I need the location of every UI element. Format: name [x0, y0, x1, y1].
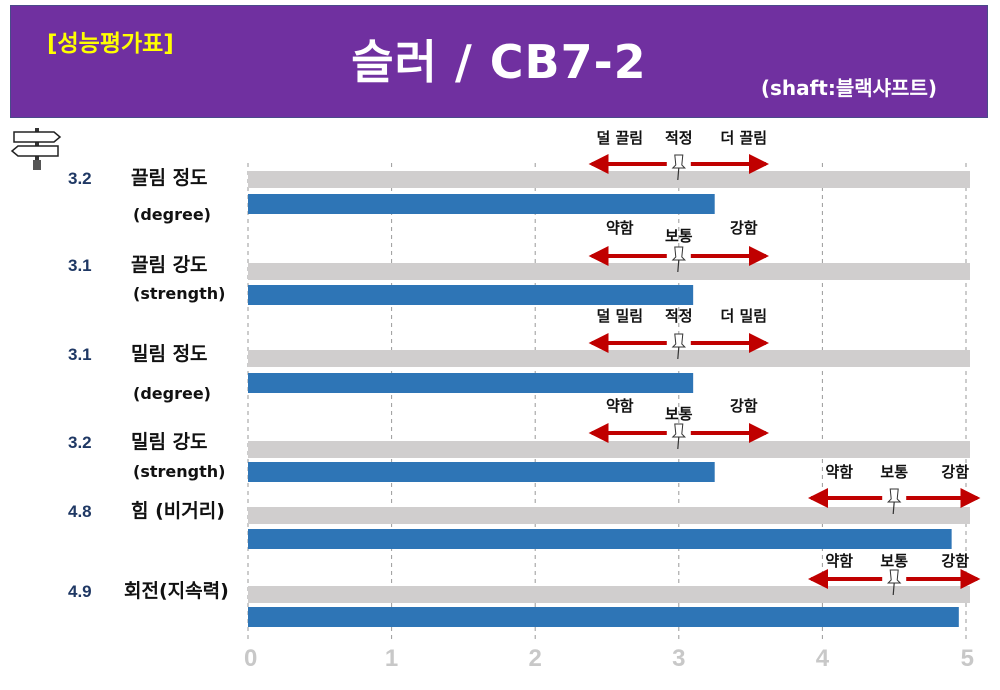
bar-track — [248, 441, 970, 458]
category-sublabel: (degree) — [133, 384, 211, 403]
x-tick-label: 0 — [244, 645, 257, 672]
bar-value — [248, 194, 715, 214]
score-value: 3.1 — [68, 256, 92, 275]
scale-left-label: 덜 밀림 — [596, 307, 643, 325]
scale-right-label: 강함 — [941, 463, 969, 481]
category-label: 밀림 강도 — [131, 431, 208, 453]
pushpin-icon — [671, 154, 687, 181]
scale-left-label: 약함 — [606, 397, 634, 415]
signpost-icon — [10, 128, 62, 170]
score-value: 3.2 — [68, 169, 92, 188]
bar-value — [248, 529, 952, 549]
scale-right-label: 강함 — [941, 552, 969, 570]
bar-value — [248, 462, 715, 482]
bar-track — [248, 350, 970, 367]
header-banner: [성능평가표] 슬러 / CB7-2 (shaft:블랙샤프트) — [10, 5, 988, 118]
bar-track — [248, 586, 970, 603]
scale-right-label: 강함 — [730, 397, 758, 415]
scale-right-label: 강함 — [730, 219, 758, 237]
header-tag: [성능평가표] — [47, 31, 174, 57]
scale-left-label: 약함 — [825, 552, 853, 570]
x-tick-label: 3 — [672, 645, 685, 672]
bar-track — [248, 171, 970, 188]
scale-left-label: 약함 — [825, 463, 853, 481]
bar-value — [248, 285, 694, 305]
score-value: 4.8 — [68, 502, 92, 521]
x-tick-label: 1 — [385, 645, 398, 672]
header-subtitle: (shaft:블랙샤프트) — [760, 76, 937, 100]
scale-mid-label: 적정 — [665, 129, 693, 147]
bar-value — [248, 607, 959, 627]
category-label: 밀림 정도 — [131, 343, 208, 365]
page-title: 슬러 / CB7-2 — [351, 35, 647, 89]
scale-mid-label: 보통 — [665, 227, 693, 245]
pushpin-icon — [671, 333, 687, 360]
score-value: 3.2 — [68, 433, 92, 452]
x-tick-label: 2 — [529, 645, 542, 672]
category-label: 회전(지속력) — [124, 580, 229, 602]
pushpin-icon — [886, 569, 902, 596]
category-sublabel: (strength) — [133, 462, 225, 481]
bar-track — [248, 263, 970, 280]
category-sublabel: (degree) — [133, 205, 211, 224]
scale-mid-label: 보통 — [880, 463, 908, 481]
category-sublabel: (strength) — [133, 284, 225, 303]
bar-track — [248, 507, 970, 524]
scale-mid-label: 보통 — [665, 405, 693, 423]
pushpin-icon — [671, 423, 687, 450]
category-label: 힘 (비거리) — [131, 500, 225, 522]
x-tick-label: 4 — [816, 645, 830, 672]
scale-right-label: 더 끌림 — [720, 129, 767, 147]
scale-mid-label: 적정 — [665, 307, 693, 325]
scale-mid-label: 보통 — [880, 552, 908, 570]
score-value: 4.9 — [68, 582, 92, 601]
category-label: 끌림 강도 — [131, 254, 208, 276]
pushpin-icon — [671, 246, 687, 273]
bar-value — [248, 373, 694, 393]
scale-left-label: 덜 끌림 — [596, 129, 643, 147]
x-tick-label: 5 — [961, 645, 974, 672]
score-value: 3.1 — [68, 345, 92, 364]
scale-left-label: 약함 — [606, 219, 634, 237]
scale-right-label: 더 밀림 — [720, 307, 767, 325]
pushpin-icon — [886, 488, 902, 515]
category-label: 끌림 정도 — [131, 167, 208, 189]
